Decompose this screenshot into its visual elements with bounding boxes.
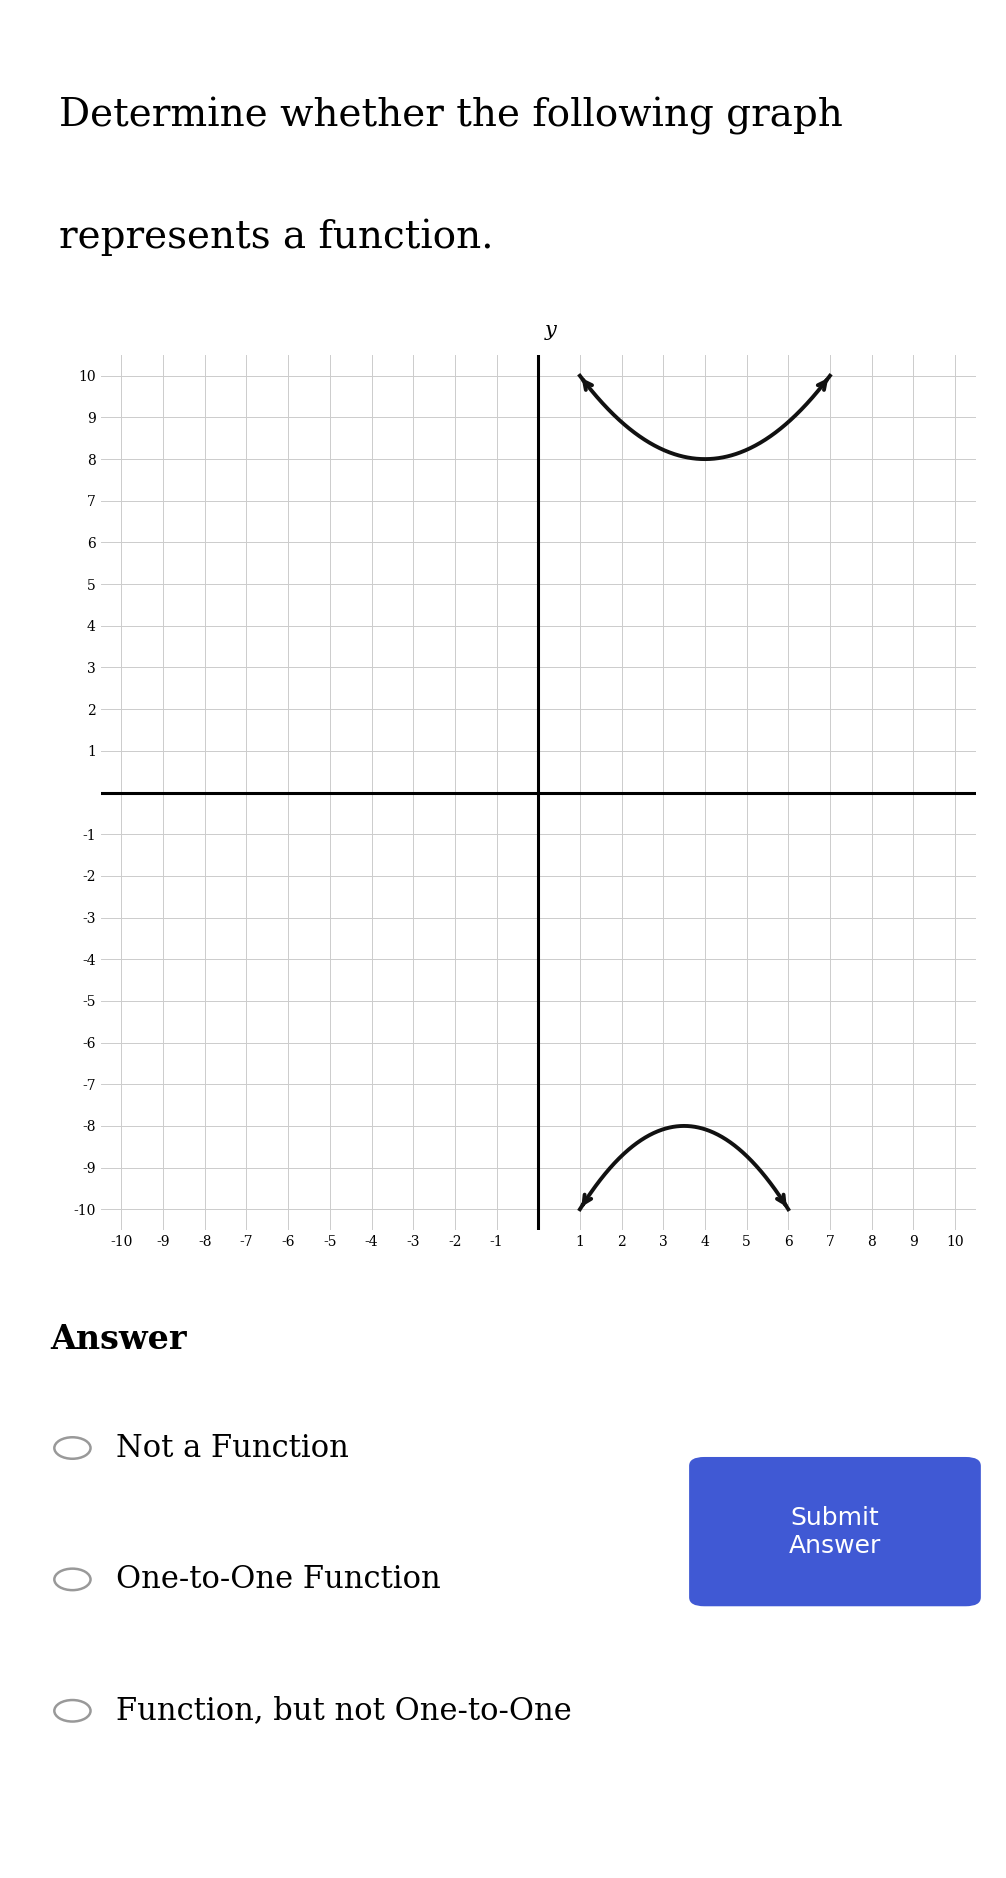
- Text: represents a function.: represents a function.: [58, 218, 493, 255]
- Text: Function, but not One-to-One: Function, but not One-to-One: [116, 1696, 571, 1726]
- Text: y: y: [545, 321, 556, 340]
- FancyBboxPatch shape: [689, 1457, 981, 1606]
- Text: One-to-One Function: One-to-One Function: [116, 1564, 441, 1594]
- Text: Determine whether the following graph: Determine whether the following graph: [58, 96, 842, 135]
- Text: Answer: Answer: [50, 1322, 187, 1356]
- Text: Submit
Answer: Submit Answer: [789, 1506, 881, 1557]
- Text: Not a Function: Not a Function: [116, 1433, 348, 1463]
